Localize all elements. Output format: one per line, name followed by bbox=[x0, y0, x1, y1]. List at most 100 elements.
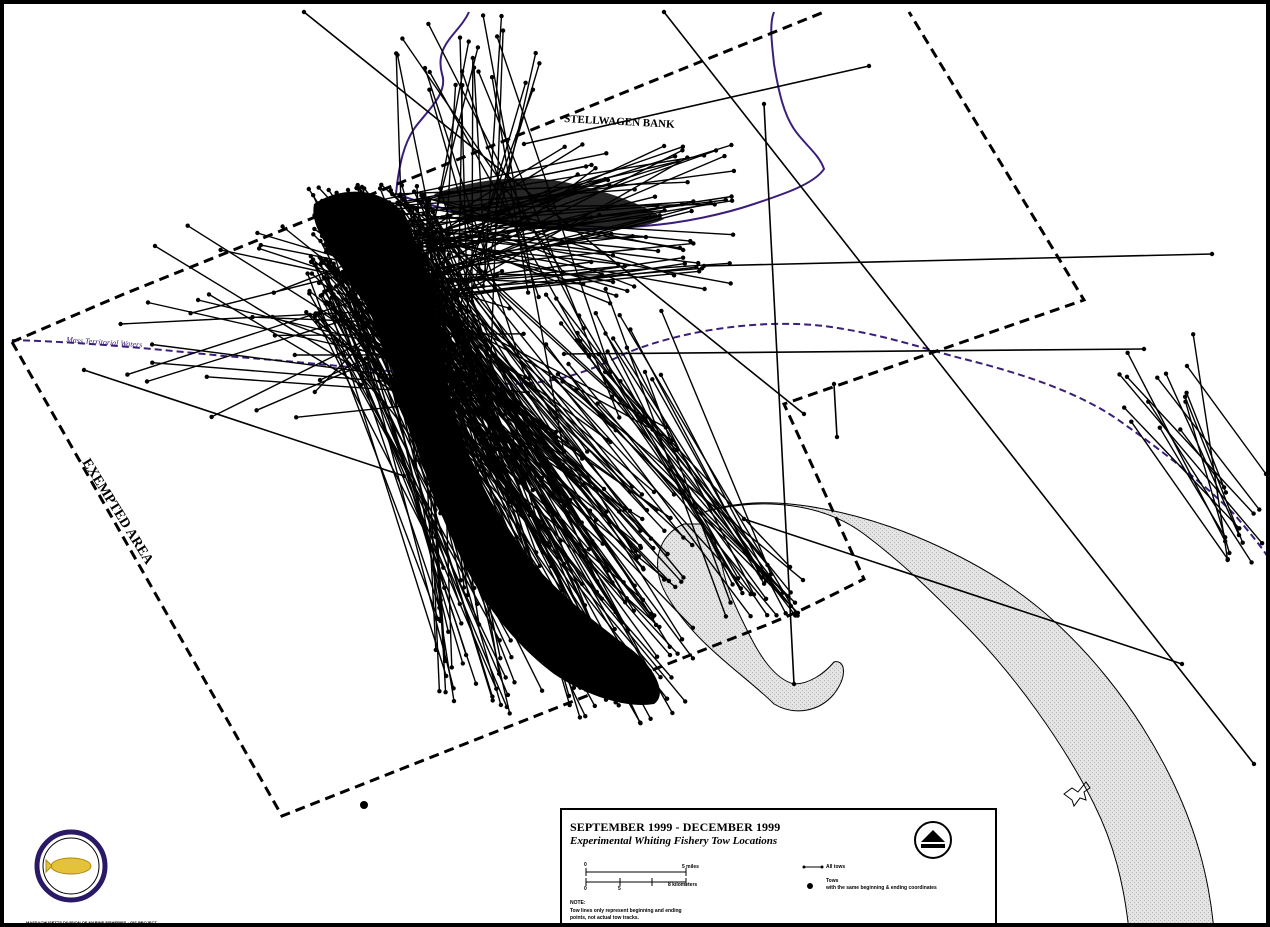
tow-endpoint bbox=[729, 198, 735, 203]
tow-endpoint bbox=[561, 351, 567, 357]
tow-endpoint bbox=[451, 331, 456, 336]
tow-endpoint bbox=[765, 613, 770, 618]
tow-endpoint bbox=[680, 144, 686, 149]
tow-endpoint bbox=[616, 703, 621, 708]
tow-endpoint bbox=[761, 101, 767, 107]
tow-endpoint bbox=[1184, 363, 1190, 369]
tow-endpoint bbox=[800, 577, 806, 583]
tow-line bbox=[660, 374, 787, 614]
label-state-waters: Mass Territorial Waters bbox=[65, 335, 143, 349]
tow-endpoint bbox=[831, 381, 837, 387]
tow-line bbox=[308, 293, 475, 589]
tow-endpoint bbox=[728, 281, 733, 286]
tow-endpoint bbox=[437, 230, 442, 235]
tow-endpoint bbox=[1227, 550, 1232, 556]
tow-line bbox=[430, 280, 631, 512]
tow-endpoint bbox=[651, 545, 656, 551]
tow-endpoint bbox=[437, 689, 442, 694]
tow-endpoint bbox=[1249, 560, 1254, 565]
tow-endpoint bbox=[443, 690, 448, 695]
tow-endpoint bbox=[301, 9, 307, 15]
tow-endpoint bbox=[617, 509, 622, 514]
isolated-tow-dot bbox=[360, 801, 368, 809]
tow-endpoint bbox=[343, 297, 349, 302]
tow-line bbox=[1156, 377, 1260, 511]
tow-endpoint bbox=[337, 281, 342, 287]
tow-endpoint bbox=[442, 658, 448, 664]
tow-endpoint bbox=[583, 714, 588, 719]
tow-line bbox=[486, 30, 504, 452]
tow-line bbox=[314, 315, 444, 569]
tow-line bbox=[1147, 401, 1253, 563]
tow-endpoint bbox=[309, 271, 315, 276]
tow-endpoint bbox=[576, 313, 582, 318]
tow-endpoint bbox=[691, 199, 696, 204]
tow-endpoint bbox=[624, 345, 630, 350]
tow-endpoint bbox=[489, 75, 495, 80]
tow-endpoint bbox=[675, 651, 680, 656]
tow-endpoint bbox=[321, 260, 326, 265]
tow-endpoint bbox=[204, 374, 209, 379]
tow-line bbox=[350, 152, 607, 207]
cape-marker-icon bbox=[1063, 781, 1091, 808]
tow-endpoint bbox=[658, 372, 664, 377]
tow-endpoint bbox=[507, 711, 512, 716]
tow-endpoint bbox=[359, 184, 365, 190]
tow-endpoint bbox=[388, 188, 394, 193]
tow-endpoint bbox=[272, 333, 278, 338]
tow-endpoint bbox=[555, 372, 561, 377]
tow-endpoint bbox=[648, 716, 653, 721]
tow-endpoint bbox=[81, 367, 87, 373]
tow-endpoint bbox=[472, 585, 477, 591]
tow-endpoint bbox=[691, 241, 696, 246]
tow-line bbox=[473, 67, 487, 273]
tow-line bbox=[152, 343, 528, 394]
tow-line bbox=[626, 347, 755, 595]
tow-endpoint bbox=[730, 232, 736, 237]
legend-all-tows-symbol bbox=[802, 865, 824, 869]
tow-endpoint bbox=[605, 177, 611, 183]
tow-endpoint bbox=[604, 151, 609, 156]
tow-endpoint bbox=[1178, 427, 1183, 432]
tow-endpoint bbox=[560, 270, 566, 275]
tow-endpoint bbox=[449, 665, 454, 670]
tow-line bbox=[455, 85, 463, 393]
tow-lines bbox=[81, 9, 1266, 767]
tow-endpoint bbox=[652, 613, 657, 618]
tow-endpoint bbox=[1122, 405, 1127, 410]
tow-endpoint bbox=[561, 561, 567, 567]
tow-endpoint bbox=[741, 516, 747, 522]
tow-endpoint bbox=[586, 547, 592, 552]
tow-endpoint bbox=[740, 590, 745, 596]
tow-endpoint bbox=[587, 508, 593, 513]
tow-endpoint bbox=[1163, 371, 1169, 376]
tow-line bbox=[154, 245, 404, 398]
note-heading: NOTE: bbox=[570, 900, 586, 906]
tow-endpoint bbox=[566, 361, 571, 367]
tow-line bbox=[743, 518, 1183, 665]
tow-line bbox=[459, 37, 472, 419]
tow-endpoint bbox=[659, 308, 664, 314]
tow-endpoint bbox=[628, 327, 633, 332]
tow-endpoint bbox=[577, 715, 583, 720]
tow-endpoint bbox=[690, 625, 696, 630]
tow-line bbox=[327, 302, 447, 677]
tow-line bbox=[378, 270, 700, 303]
tow-endpoint bbox=[494, 686, 499, 691]
tow-endpoint bbox=[625, 288, 630, 294]
tow-endpoint bbox=[144, 379, 150, 384]
tow-endpoint bbox=[457, 35, 463, 40]
tow-endpoint bbox=[1263, 471, 1266, 477]
tow-endpoint bbox=[333, 284, 339, 289]
tow-endpoint bbox=[550, 431, 555, 437]
tow-endpoint bbox=[617, 313, 622, 318]
tow-line bbox=[597, 403, 796, 604]
scale-bar bbox=[585, 868, 687, 886]
tow-endpoint bbox=[1259, 541, 1265, 546]
tow-endpoint bbox=[1251, 511, 1256, 516]
cape-cod-land bbox=[703, 502, 1214, 923]
tow-line bbox=[555, 298, 784, 594]
tow-endpoint bbox=[470, 55, 475, 61]
tow-endpoint bbox=[363, 356, 368, 361]
